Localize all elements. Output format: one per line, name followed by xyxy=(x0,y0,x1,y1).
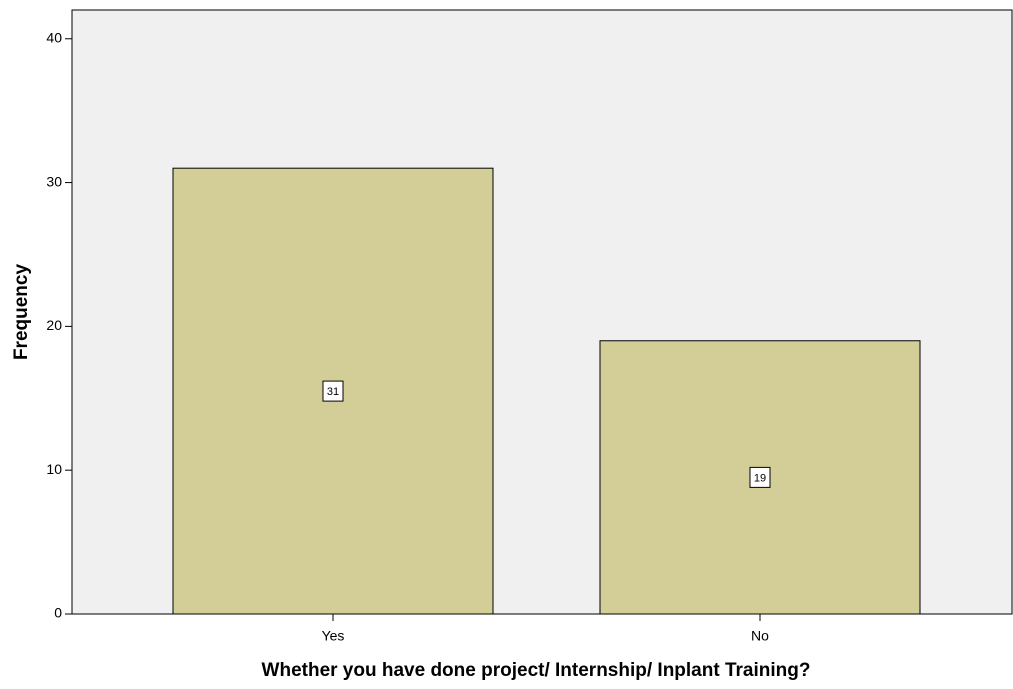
x-tick-label: Yes xyxy=(322,628,345,644)
data-label-box xyxy=(322,380,344,402)
x-axis-title: Whether you have done project/ Internshi… xyxy=(262,660,811,681)
y-tick-label: 20 xyxy=(46,317,62,333)
data-label-box xyxy=(749,466,771,488)
y-tick-label: 30 xyxy=(46,173,62,189)
y-axis-title: Frequency xyxy=(11,264,32,361)
y-tick-label: 40 xyxy=(46,29,62,45)
y-tick-label: 10 xyxy=(46,461,62,477)
x-tick-label: No xyxy=(751,628,769,644)
y-tick-label: 0 xyxy=(54,605,62,621)
data-label: 31 xyxy=(327,386,339,398)
data-label: 19 xyxy=(754,472,766,484)
